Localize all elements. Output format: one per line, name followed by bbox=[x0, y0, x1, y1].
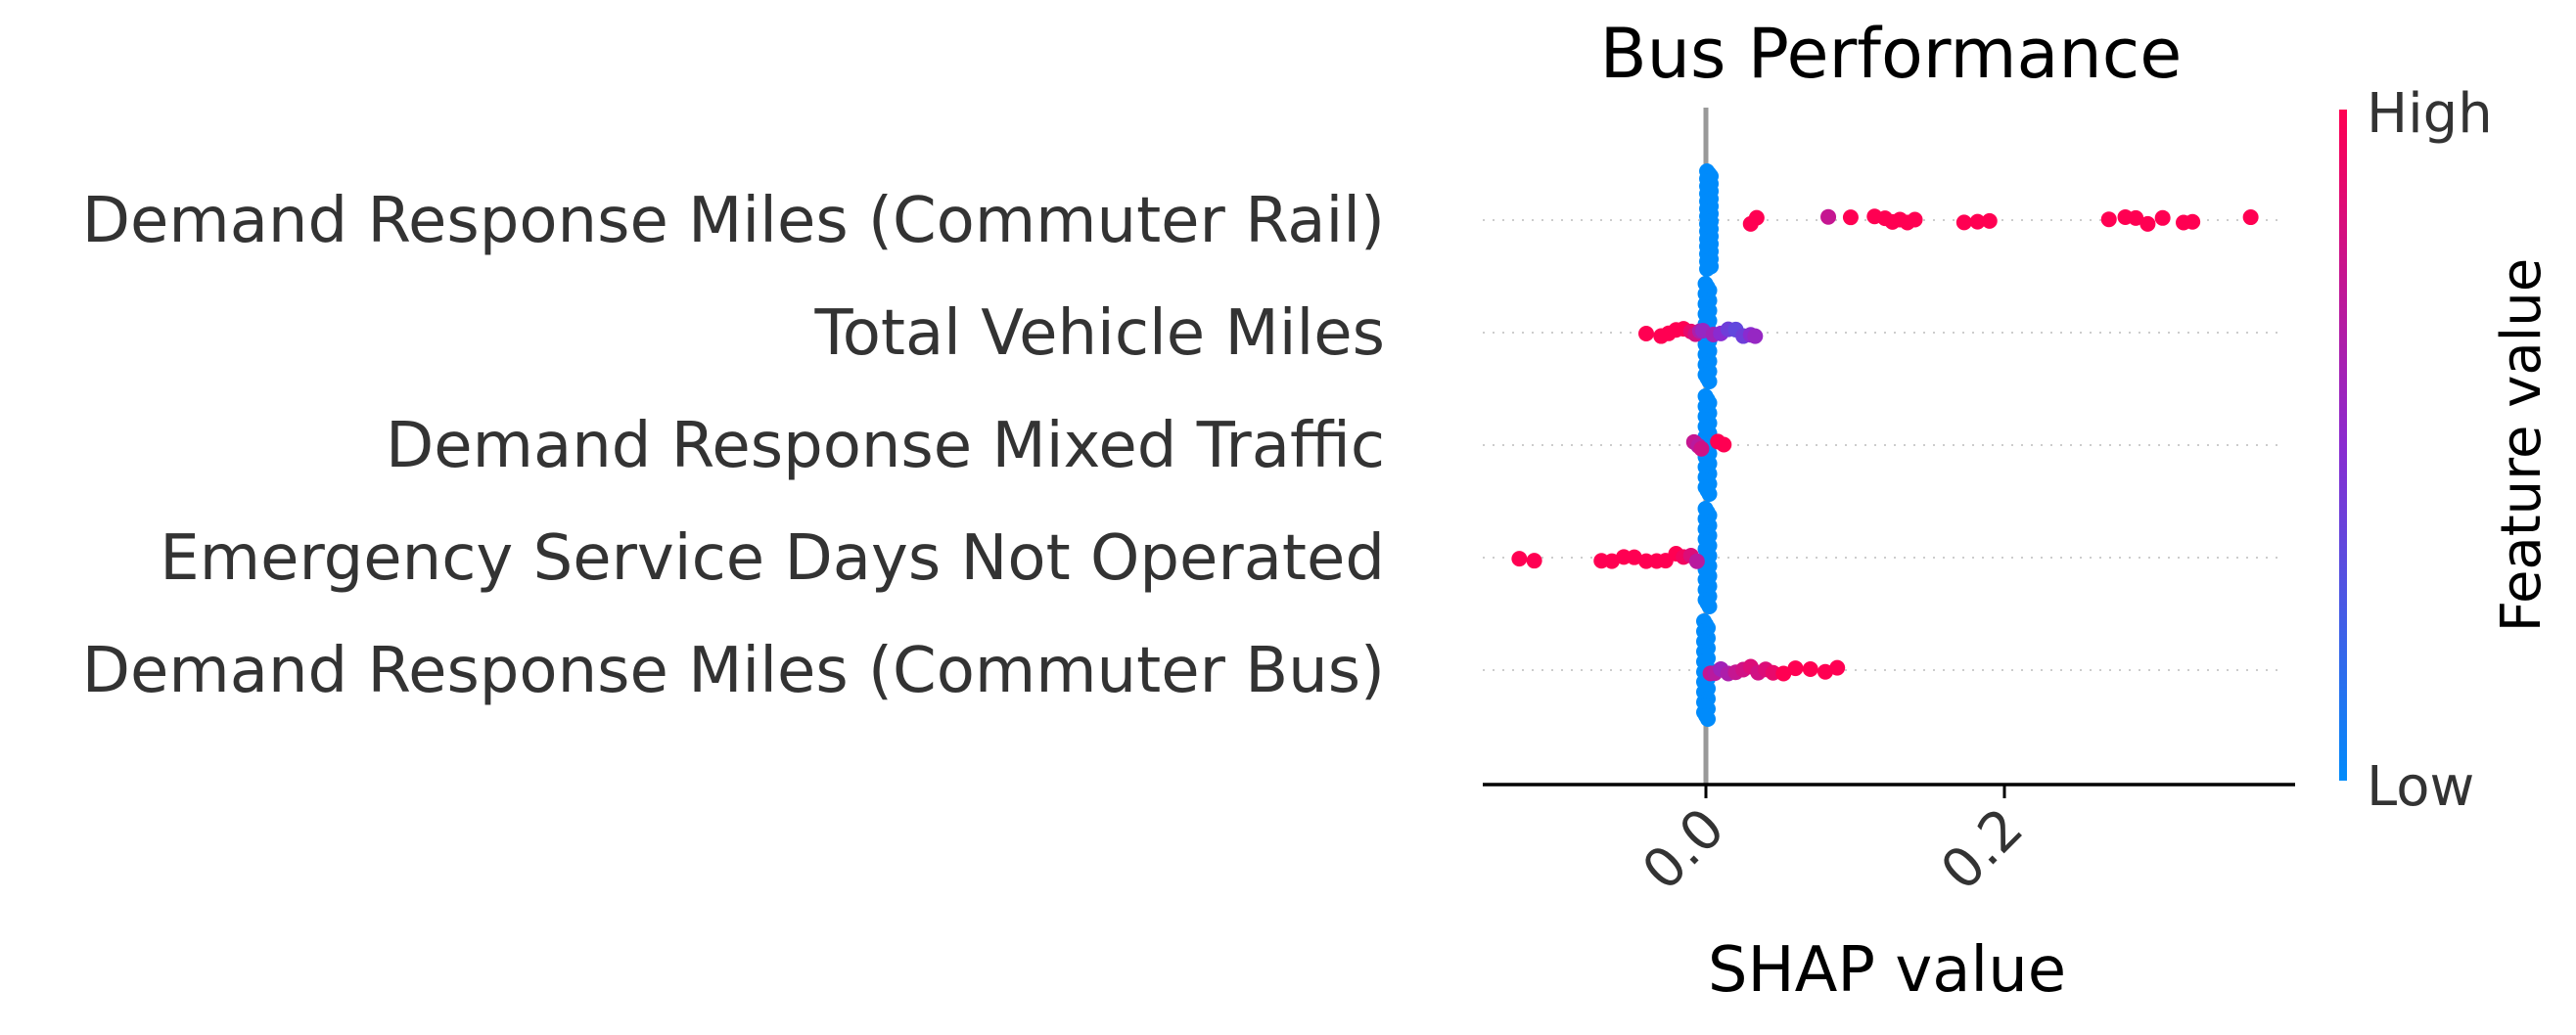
shap-point bbox=[1787, 660, 1804, 677]
feature-label: Demand Response Miles (Commuter Rail) bbox=[82, 185, 1385, 257]
shap-point bbox=[1701, 599, 1718, 614]
feature-label: Demand Response Miles (Commuter Bus) bbox=[82, 635, 1385, 707]
feature-rows: Demand Response Miles (Commuter Rail) Tot… bbox=[82, 108, 2280, 785]
x-axis-ticks: 0.0 0.2 bbox=[1631, 785, 2036, 903]
shap-point bbox=[1603, 553, 1620, 569]
shap-point bbox=[1701, 486, 1718, 502]
shap-point bbox=[1716, 436, 1732, 453]
shap-point bbox=[2100, 211, 2117, 228]
shap-point bbox=[1511, 551, 1528, 567]
shap-point bbox=[1638, 325, 1654, 341]
shap-point bbox=[1748, 209, 1765, 226]
shap-point bbox=[1693, 440, 1710, 457]
shap-point bbox=[1817, 663, 1833, 680]
colorbar-title: Feature value bbox=[2490, 258, 2553, 632]
shap-point bbox=[1981, 212, 1998, 229]
shap-point bbox=[1820, 208, 1837, 225]
x-tick-label: 0.2 bbox=[1929, 796, 2036, 903]
shap-point bbox=[2128, 209, 2144, 226]
shap-point bbox=[1802, 661, 1818, 678]
shap-point bbox=[2139, 215, 2156, 232]
shap-point bbox=[1700, 711, 1716, 727]
chart-title: Bus Performance bbox=[1600, 14, 2183, 94]
feature-label: Demand Response Mixed Traffic bbox=[386, 410, 1385, 482]
data-points bbox=[1511, 163, 2259, 727]
shap-point bbox=[1955, 214, 1972, 231]
shap-point bbox=[1688, 553, 1705, 569]
shap-point bbox=[1907, 211, 1923, 228]
shap-point bbox=[1526, 553, 1542, 569]
feature-label: Total Vehicle Miles bbox=[813, 297, 1385, 370]
shap-point bbox=[1775, 665, 1792, 682]
x-tick-label: 0.0 bbox=[1631, 796, 1737, 903]
colorbar-low-label: Low bbox=[2367, 755, 2474, 819]
shap-point bbox=[1699, 261, 1716, 277]
shap-point bbox=[2154, 209, 2171, 226]
shap-point bbox=[2185, 213, 2201, 230]
shap-point bbox=[1842, 209, 1859, 226]
shap-point bbox=[1969, 213, 1986, 230]
shap-point bbox=[2242, 209, 2259, 226]
shap-point bbox=[1829, 659, 1846, 676]
colorbar-high-label: High bbox=[2367, 82, 2493, 146]
shap-point bbox=[1701, 374, 1718, 389]
feature-label: Emergency Service Days Not Operated bbox=[160, 522, 1385, 595]
colorbar bbox=[2339, 110, 2347, 781]
shap-point bbox=[1626, 549, 1642, 565]
shap-point bbox=[1747, 328, 1764, 344]
x-axis-label: SHAP value bbox=[1708, 934, 2066, 1007]
